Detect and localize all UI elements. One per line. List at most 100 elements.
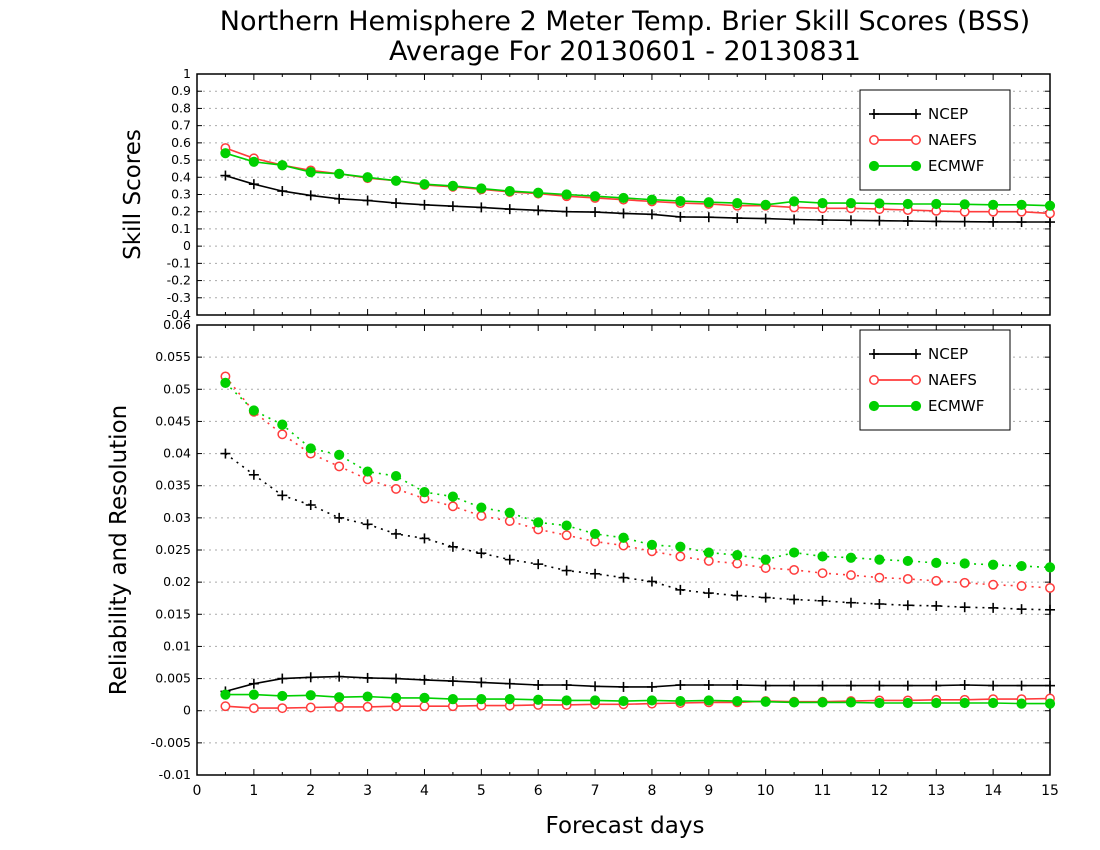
x-tick-label: 2 <box>306 783 315 799</box>
data-point <box>533 680 544 690</box>
legend-marker-right <box>910 400 922 412</box>
data-point <box>646 681 657 692</box>
data-point <box>874 215 885 226</box>
data-point <box>220 377 231 388</box>
x-tick-label: 7 <box>591 783 600 799</box>
data-point <box>618 208 629 219</box>
y-tick-label: 0.015 <box>155 606 191 621</box>
data-point <box>902 198 913 210</box>
data-point <box>902 697 913 709</box>
series-ecmwf-solid <box>220 148 1056 211</box>
y-tick-label: 0.055 <box>155 349 191 364</box>
data-point <box>447 201 458 212</box>
data-point <box>305 443 316 454</box>
data-point <box>703 680 714 690</box>
data-point <box>959 602 970 613</box>
data-point <box>391 483 401 494</box>
series-ncep-solid <box>220 671 1055 697</box>
data-point <box>874 697 885 709</box>
y-tick-label: 1 <box>183 66 191 81</box>
legend-label: NCEP <box>928 105 968 123</box>
data-point <box>874 680 885 691</box>
x-tick-label: 12 <box>870 783 888 799</box>
data-point <box>817 568 828 579</box>
data-point <box>675 695 686 707</box>
legend-marker-right <box>911 375 921 385</box>
data-point <box>334 193 345 204</box>
data-point <box>789 697 800 708</box>
data-point <box>789 214 800 225</box>
data-point <box>277 186 288 197</box>
data-point <box>504 678 515 689</box>
data-point <box>590 568 601 579</box>
data-point <box>675 195 686 207</box>
data-point <box>1016 698 1027 709</box>
data-point <box>561 530 572 541</box>
data-point <box>845 552 857 563</box>
data-point <box>248 703 259 714</box>
y-tick-label: -0.3 <box>167 290 191 305</box>
data-point <box>248 156 259 167</box>
data-point <box>931 600 942 611</box>
data-point <box>845 697 857 708</box>
data-point <box>277 429 288 440</box>
data-point <box>589 191 601 202</box>
data-point <box>362 519 373 530</box>
data-point <box>419 701 430 712</box>
legend-marker-left <box>868 160 880 172</box>
data-point <box>817 595 828 606</box>
data-point <box>248 689 259 700</box>
data-point <box>334 449 345 460</box>
data-point <box>789 547 800 558</box>
data-point <box>334 692 345 703</box>
data-point <box>902 680 913 691</box>
data-point <box>988 697 999 709</box>
x-tick-label: 13 <box>927 783 945 799</box>
legend-marker-left <box>868 400 880 412</box>
data-point <box>334 461 345 472</box>
data-point <box>618 695 629 707</box>
data-point <box>419 533 430 544</box>
legend-marker-left <box>869 375 879 385</box>
data-point <box>561 680 572 690</box>
legend-entry-ecmwf: ECMWF <box>868 397 984 415</box>
data-point <box>959 697 970 709</box>
data-point <box>305 690 316 701</box>
y-tick-label: 0.3 <box>171 187 191 202</box>
data-point <box>618 572 629 583</box>
data-point <box>334 671 345 682</box>
data-point <box>447 541 458 552</box>
data-point <box>248 405 259 416</box>
data-point <box>1016 680 1027 691</box>
legend-entry-ncep: NCEP <box>869 345 968 363</box>
data-point <box>845 680 856 691</box>
data-point <box>1044 562 1056 573</box>
data-point <box>362 701 373 712</box>
y-tick-label: -0.005 <box>151 735 191 750</box>
data-point <box>874 572 885 583</box>
data-point <box>646 576 657 587</box>
y-tick-label: 0.04 <box>163 446 191 461</box>
data-point <box>248 469 259 480</box>
legend-marker-right <box>910 160 922 172</box>
legend-label: NAEFS <box>928 131 977 149</box>
y-tick-label: 0 <box>183 703 191 718</box>
data-point <box>561 695 572 706</box>
series-line <box>225 693 1050 705</box>
data-point <box>277 703 288 714</box>
chart-panels: -0.4 -0.3 -0.2 -0.1 0 0.1 0.2 0.3 0.4 0.5 0.6 0.7 0.… <box>106 66 1059 799</box>
legend-marker-left <box>869 349 879 359</box>
data-point <box>220 148 231 159</box>
data-point <box>390 175 402 186</box>
data-point <box>1016 560 1027 572</box>
data-point <box>931 198 942 210</box>
data-point <box>988 680 999 691</box>
data-point <box>391 701 401 712</box>
data-point <box>391 198 402 209</box>
data-point <box>419 674 430 685</box>
legend-entry-naefs: NAEFS <box>869 131 977 149</box>
series-line <box>224 452 1051 611</box>
legend-marker-left <box>869 109 879 119</box>
data-point <box>646 209 657 220</box>
data-point <box>476 510 487 521</box>
